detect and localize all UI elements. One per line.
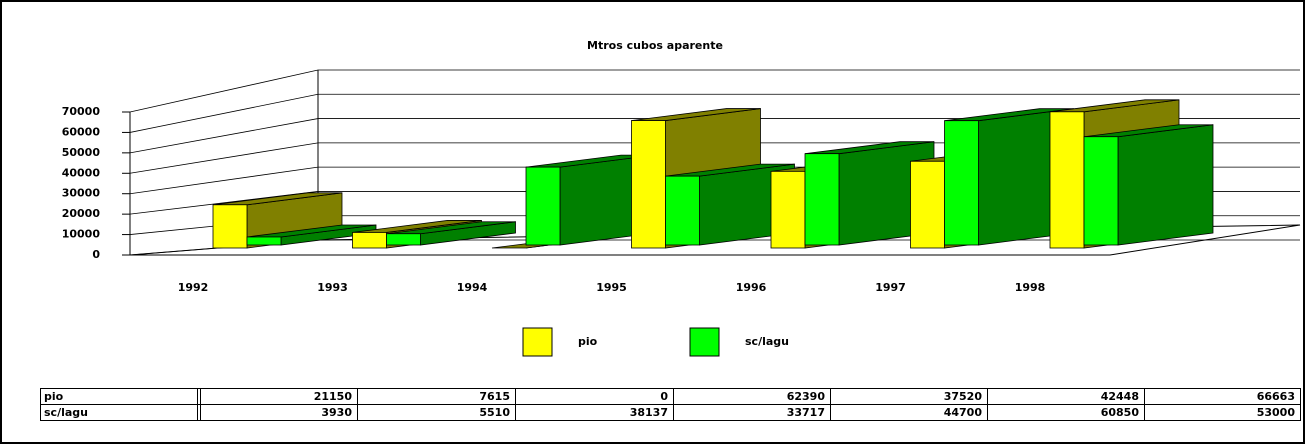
bar-face bbox=[352, 232, 387, 249]
legend-label: sc/lagu bbox=[745, 335, 789, 348]
bar-face bbox=[770, 170, 806, 249]
x-tick-label: 1992 bbox=[178, 281, 209, 294]
table-cell: 62390 bbox=[787, 390, 826, 403]
table-cell: 60850 bbox=[1101, 406, 1140, 419]
y-tick-label: 10000 bbox=[62, 228, 101, 241]
table-cell: 38137 bbox=[630, 406, 668, 419]
y-tick-label: 40000 bbox=[62, 166, 101, 179]
bar-face bbox=[212, 204, 248, 249]
bar bbox=[1083, 124, 1214, 246]
bar-face bbox=[944, 120, 979, 246]
table-lines bbox=[40, 388, 1301, 421]
table-cell: 33717 bbox=[787, 406, 825, 419]
y-tick-label: 60000 bbox=[62, 125, 101, 138]
y-tick-label: 70000 bbox=[62, 105, 101, 118]
bar-face bbox=[631, 120, 666, 249]
legend-label: pio bbox=[578, 335, 598, 348]
bar-face bbox=[525, 166, 561, 246]
y-tick-label: 30000 bbox=[62, 187, 101, 200]
table-row-label: pio bbox=[44, 390, 64, 403]
y-tick-label: 50000 bbox=[62, 146, 101, 159]
x-tick-label: 1995 bbox=[596, 281, 627, 294]
table-cell: 66663 bbox=[1257, 390, 1295, 403]
bar-face bbox=[910, 160, 945, 249]
table-cell: 5510 bbox=[479, 406, 510, 419]
table-cell: 42448 bbox=[1101, 390, 1139, 403]
bar bbox=[386, 221, 516, 246]
y-tick-label: 20000 bbox=[62, 207, 101, 220]
bar-face bbox=[1049, 111, 1085, 249]
table-cell: 44700 bbox=[944, 406, 983, 419]
x-tick-label: 1996 bbox=[736, 281, 767, 294]
bar-face bbox=[804, 153, 840, 246]
bar-face bbox=[386, 233, 421, 246]
x-tick-label: 1998 bbox=[1015, 281, 1046, 294]
legend-swatch bbox=[689, 327, 720, 357]
legend-swatch bbox=[522, 327, 553, 357]
table-cell: 21150 bbox=[314, 390, 353, 403]
x-tick-label: 1997 bbox=[875, 281, 906, 294]
bar-face bbox=[1117, 124, 1214, 246]
chart-title: Mtros cubos aparente bbox=[587, 39, 723, 52]
grid-line bbox=[129, 69, 1300, 113]
bar-face bbox=[1083, 136, 1119, 246]
x-tick-label: 1994 bbox=[457, 281, 488, 294]
table-cell: 7615 bbox=[479, 390, 510, 403]
table-cell: 3930 bbox=[321, 406, 352, 419]
table-row-label: sc/lagu bbox=[44, 406, 88, 419]
grid-line bbox=[129, 93, 1300, 133]
table-cell: 0 bbox=[660, 390, 668, 403]
y-tick-label: 0 bbox=[92, 248, 100, 261]
bar-face bbox=[246, 236, 282, 246]
x-tick-label: 1993 bbox=[317, 281, 348, 294]
table-cell: 53000 bbox=[1257, 406, 1296, 419]
table-cell: 37520 bbox=[944, 390, 983, 403]
bar bbox=[246, 224, 377, 246]
bar-face bbox=[665, 175, 700, 246]
